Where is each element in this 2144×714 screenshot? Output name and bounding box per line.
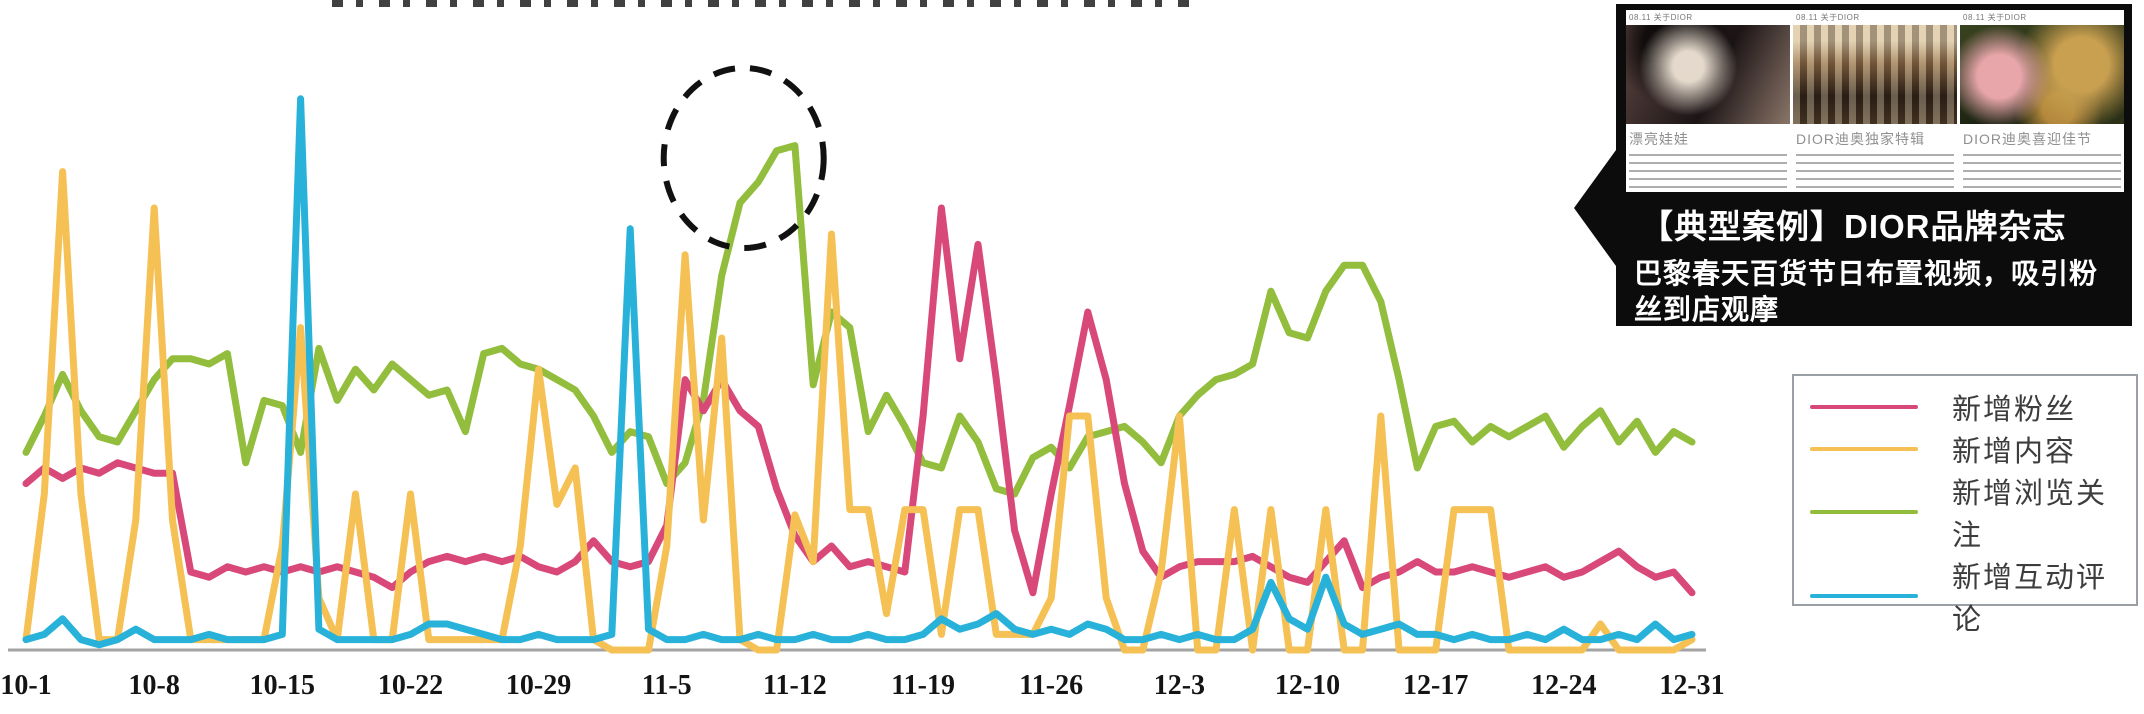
callout-title: 【典型案例】DIOR品牌杂志 bbox=[1640, 208, 2067, 245]
x-tick-label: 10-15 bbox=[250, 670, 315, 701]
x-tick-label: 11-19 bbox=[891, 670, 955, 701]
x-tick-label: 12-17 bbox=[1403, 670, 1468, 701]
article-card: 08.11 关于DIOR DIOR迪奥喜迎佳节 bbox=[1960, 10, 2124, 192]
new-views-follows-line bbox=[22, 142, 1696, 498]
x-tick-label: 12-24 bbox=[1531, 670, 1596, 701]
x-tick-label: 12-3 bbox=[1154, 670, 1205, 701]
x-tick-label: 11-5 bbox=[642, 670, 692, 701]
new-fans-line bbox=[22, 204, 1696, 597]
legend-item-new-interactions-comments: 新增互动评论 bbox=[1810, 554, 2136, 638]
flowers-photo bbox=[1960, 25, 2124, 124]
legend-item-new-content: 新增内容 bbox=[1810, 428, 2136, 470]
card-body-text-lines bbox=[1629, 154, 1787, 192]
x-tick-label: 10-8 bbox=[129, 670, 180, 701]
card-header: 08.11 关于DIOR bbox=[1960, 10, 2124, 25]
x-tick-label: 10-29 bbox=[506, 670, 571, 701]
card-header: 08.11 关于DIOR bbox=[1626, 10, 1790, 25]
x-tick-label: 12-31 bbox=[1659, 670, 1724, 701]
card-title: 漂亮娃娃 bbox=[1629, 131, 1689, 147]
legend-line-swatch bbox=[1810, 594, 1918, 598]
x-tick-label: 11-26 bbox=[1019, 670, 1083, 701]
x-tick-label: 10-22 bbox=[378, 670, 443, 701]
card-title: DIOR迪奥独家特辑 bbox=[1796, 131, 1925, 147]
dior-article-cards: 08.11 关于DIOR 漂亮娃娃 08.11 关于DIOR DIOR迪奥独家特… bbox=[1626, 10, 2124, 192]
clipped-title-fragments bbox=[332, 0, 1192, 7]
legend-label: 新增内容 bbox=[1952, 436, 2077, 468]
legend-item-new-views-follows: 新增浏览关注 bbox=[1810, 470, 2136, 554]
dashed-circle-annotation bbox=[660, 65, 827, 251]
legend-label: 新增互动评论 bbox=[1952, 562, 2108, 636]
x-tick-label: 12-10 bbox=[1275, 670, 1340, 701]
legend: 新增粉丝 新增内容 新增浏览关注 新增互动评论 bbox=[1792, 374, 2138, 636]
x-tick-label: 10-1 bbox=[0, 670, 51, 701]
callout-left-arrow-notch bbox=[1574, 150, 1616, 266]
legend-label: 新增浏览关注 bbox=[1952, 478, 2108, 552]
dior-case-callout: 08.11 关于DIOR 漂亮娃娃 08.11 关于DIOR DIOR迪奥独家特… bbox=[1574, 4, 2132, 326]
doll-photo bbox=[1626, 25, 1790, 124]
legend-item-new-fans: 新增粉丝 bbox=[1810, 386, 2136, 428]
card-header: 08.11 关于DIOR bbox=[1793, 10, 1957, 25]
article-card: 08.11 关于DIOR DIOR迪奥独家特辑 bbox=[1793, 10, 1957, 192]
new-interactions-comments-line bbox=[22, 95, 1696, 649]
legend-line-swatch bbox=[1810, 405, 1918, 409]
legend-label: 新增粉丝 bbox=[1952, 394, 2077, 426]
callout-body: 巴黎春天百货节日布置视频，吸引粉丝到店观摩 bbox=[1634, 258, 2099, 325]
card-body-text-lines bbox=[1796, 154, 1954, 192]
card-title: DIOR迪奥喜迎佳节 bbox=[1963, 131, 2092, 147]
x-tick-label: 11-12 bbox=[763, 670, 827, 701]
card-body-text-lines bbox=[1963, 154, 2121, 192]
new-content-line bbox=[22, 168, 1696, 654]
legend-line-swatch bbox=[1810, 447, 1918, 451]
legend-line-swatch bbox=[1810, 510, 1918, 514]
article-card: 08.11 关于DIOR 漂亮娃娃 bbox=[1626, 10, 1790, 192]
store-interior-photo bbox=[1793, 25, 1957, 124]
